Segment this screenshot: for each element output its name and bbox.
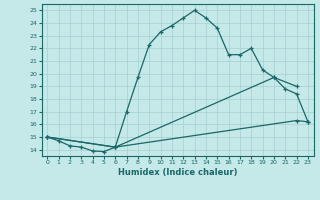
X-axis label: Humidex (Indice chaleur): Humidex (Indice chaleur) [118,168,237,177]
